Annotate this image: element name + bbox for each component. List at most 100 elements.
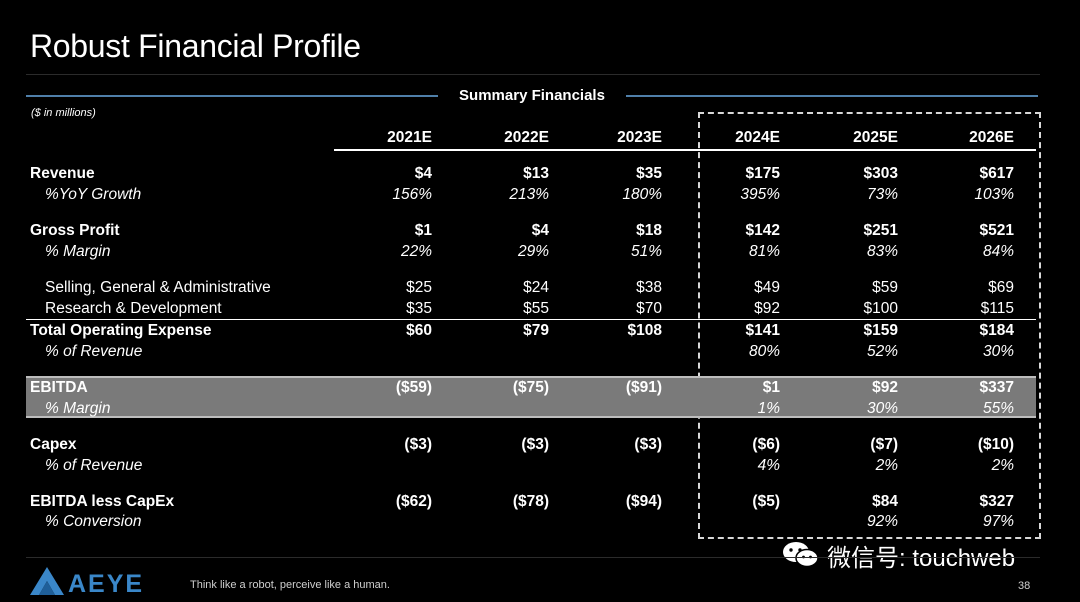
table-cell: 84% [982, 243, 1014, 260]
footer-tagline: Think like a robot, perceive like a huma… [190, 579, 390, 591]
table-cell: ($3) [634, 436, 662, 453]
table-cell: 92% [866, 513, 898, 530]
row-label-gross-margin: % Margin [45, 243, 111, 260]
row-label-rnd: Research & Development [45, 300, 222, 317]
row-label-yoy-growth: %YoY Growth [45, 186, 142, 203]
watermark: 微信号: touchweb [781, 540, 1016, 572]
table-cell: ($7) [870, 436, 898, 453]
wechat-icon [783, 542, 819, 568]
forecast-highlight-box [698, 112, 1041, 539]
table-cell: $4 [531, 222, 549, 239]
table-cell: $251 [863, 222, 898, 239]
table-cell: $108 [627, 322, 662, 339]
table-cell: $70 [636, 300, 662, 317]
table-cell: 30% [866, 400, 898, 417]
table-cell: $141 [745, 322, 780, 339]
table-cell: 83% [866, 243, 898, 260]
year-header: 2026E [969, 129, 1014, 146]
table-cell: $60 [406, 322, 432, 339]
units-note: ($ in millions) [31, 107, 96, 119]
table-cell: $617 [979, 165, 1014, 182]
table-cell: ($10) [977, 436, 1014, 453]
table-cell: $303 [863, 165, 898, 182]
table-cell: 29% [517, 243, 549, 260]
table-cell: 395% [740, 186, 780, 203]
table-cell: 180% [622, 186, 662, 203]
page-number: 38 [1018, 580, 1031, 592]
table-cell: 73% [866, 186, 898, 203]
table-cell: $24 [523, 279, 549, 296]
table-cell: $49 [754, 279, 780, 296]
table-cell: $521 [979, 222, 1014, 239]
logo-wordmark: AEYE [68, 570, 144, 596]
table-cell: 2% [991, 457, 1014, 474]
section-rule-left [26, 95, 438, 97]
table-cell: ($75) [512, 379, 549, 396]
year-header: 2023E [617, 129, 662, 146]
title-divider [26, 74, 1040, 75]
section-title: Summary Financials [459, 87, 605, 104]
table-cell: $159 [863, 322, 898, 339]
row-label-conversion: % Conversion [45, 513, 142, 530]
table-cell: $184 [979, 322, 1014, 339]
table-cell: $142 [745, 222, 780, 239]
table-cell: 2% [875, 457, 898, 474]
table-cell: 52% [866, 343, 898, 360]
row-label-ebitda-margin: % Margin [45, 400, 111, 417]
row-label-opex-pct-revenue: % of Revenue [45, 343, 143, 360]
table-cell: 30% [982, 343, 1014, 360]
year-header: 2025E [853, 129, 898, 146]
year-header: 2021E [387, 129, 432, 146]
table-cell: $115 [980, 300, 1014, 317]
table-cell: 156% [392, 186, 432, 203]
table-cell: 80% [748, 343, 780, 360]
table-cell: $84 [872, 493, 898, 510]
table-cell: 81% [748, 243, 780, 260]
table-cell: 22% [400, 243, 432, 260]
table-cell: $337 [979, 379, 1014, 396]
table-cell: 55% [982, 400, 1014, 417]
row-label-ebitda: EBITDA [30, 379, 88, 396]
header-underline [334, 149, 1036, 151]
table-cell: ($3) [404, 436, 432, 453]
row-label-revenue: Revenue [30, 165, 95, 182]
table-cell: $4 [414, 165, 432, 182]
row-label-sga: Selling, General & Administrative [45, 279, 271, 296]
total-opex-rule [26, 319, 1036, 320]
page-title: Robust Financial Profile [30, 28, 361, 64]
year-header: 2024E [735, 129, 780, 146]
table-cell: ($5) [752, 493, 780, 510]
table-cell: $59 [872, 279, 898, 296]
table-cell: $1 [762, 379, 780, 396]
table-cell: $175 [745, 165, 780, 182]
table-cell: ($78) [512, 493, 549, 510]
table-cell: $92 [872, 379, 898, 396]
table-cell: 103% [974, 186, 1014, 203]
row-label-gross-profit: Gross Profit [30, 222, 120, 239]
watermark-text: 微信号: touchweb [827, 544, 1016, 572]
table-cell: $35 [636, 165, 662, 182]
table-cell: 1% [757, 400, 780, 417]
table-cell: $38 [636, 279, 662, 296]
table-cell: $327 [979, 493, 1014, 510]
table-cell: 213% [509, 186, 549, 203]
table-cell: ($91) [625, 379, 662, 396]
table-cell: $1 [414, 222, 432, 239]
year-header: 2022E [504, 129, 549, 146]
footer-divider [26, 557, 1040, 558]
section-rule-right [626, 95, 1038, 97]
table-cell: 97% [982, 513, 1014, 530]
table-cell: ($6) [752, 436, 780, 453]
aeye-logo: AEYE [30, 567, 144, 596]
ebitda-highlight-band [26, 376, 1036, 418]
table-cell: $79 [523, 322, 549, 339]
table-cell: $18 [636, 222, 662, 239]
table-cell: $69 [988, 279, 1014, 296]
table-cell: 51% [630, 243, 662, 260]
table-cell: $92 [754, 300, 780, 317]
table-cell: $13 [523, 165, 549, 182]
table-cell: $55 [523, 300, 549, 317]
table-cell: 4% [757, 457, 780, 474]
table-cell: $100 [863, 300, 898, 317]
row-label-capex-pct-revenue: % of Revenue [45, 457, 143, 474]
